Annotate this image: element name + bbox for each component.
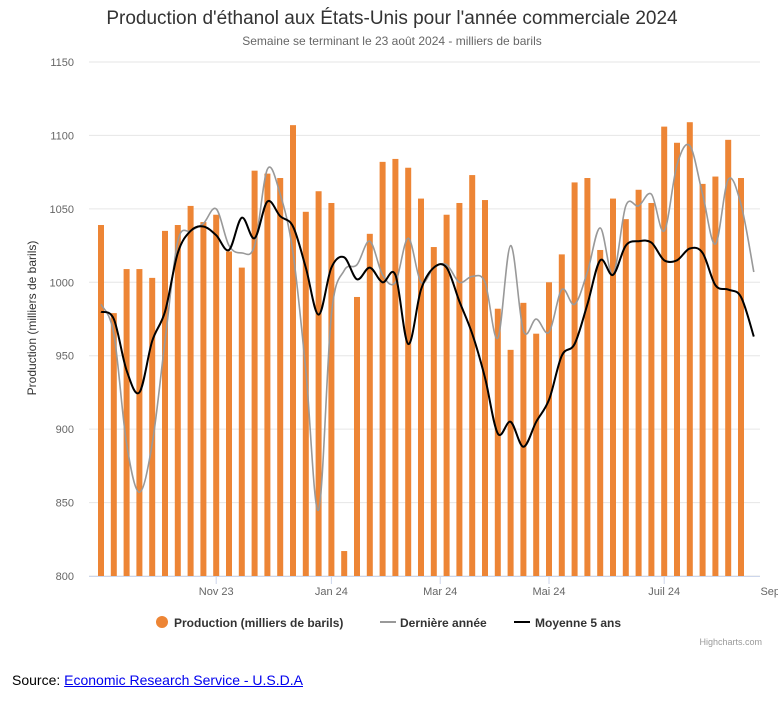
bar[interactable] bbox=[174, 225, 181, 577]
bar[interactable] bbox=[149, 277, 156, 576]
bar[interactable] bbox=[98, 225, 104, 577]
bar[interactable] bbox=[558, 254, 565, 576]
source-link[interactable]: Economic Research Service - U.S.D.A bbox=[64, 672, 303, 688]
bar[interactable] bbox=[187, 205, 194, 577]
bar[interactable] bbox=[533, 333, 540, 576]
legend-item-derniere-annee[interactable]: Dernière année bbox=[380, 616, 487, 630]
bar[interactable] bbox=[238, 267, 245, 576]
legend-label-production: Production (milliers de barils) bbox=[174, 616, 343, 630]
y-tick-label: 1100 bbox=[50, 130, 74, 142]
bar[interactable] bbox=[546, 282, 552, 576]
bar[interactable] bbox=[366, 233, 373, 576]
bar[interactable] bbox=[738, 178, 744, 576]
bar[interactable] bbox=[456, 202, 463, 577]
bar[interactable] bbox=[443, 214, 450, 576]
bar[interactable] bbox=[648, 202, 655, 577]
chart-svg: Production d'éthanol aux États-Unis pour… bbox=[25, 8, 778, 647]
y-tick-label: 1000 bbox=[50, 277, 74, 289]
x-tick-label: Sept 24 bbox=[760, 586, 778, 598]
x-axis: Nov 23 Jan 24 Mar 24 Mai 24 Juil 24 Sept 24 bbox=[89, 576, 778, 598]
credits-link[interactable]: Highcharts.com bbox=[699, 637, 762, 647]
bar[interactable] bbox=[520, 302, 527, 576]
bar[interactable] bbox=[277, 178, 284, 576]
y-tick-label: 850 bbox=[56, 498, 74, 510]
y-tick-label: 1050 bbox=[50, 204, 74, 216]
bar[interactable] bbox=[494, 308, 501, 576]
bar[interactable] bbox=[635, 189, 642, 576]
x-tick-label: Mar 24 bbox=[423, 586, 457, 598]
x-tick-label: Juil 24 bbox=[648, 586, 680, 598]
bar-series bbox=[98, 122, 744, 577]
bar[interactable] bbox=[482, 200, 488, 576]
bar[interactable] bbox=[725, 139, 732, 576]
bar[interactable] bbox=[354, 296, 360, 576]
bar[interactable] bbox=[341, 551, 348, 576]
bar[interactable] bbox=[226, 251, 232, 576]
bar[interactable] bbox=[136, 269, 143, 576]
bar[interactable] bbox=[405, 167, 412, 577]
y-tick-label: 950 bbox=[56, 351, 74, 363]
bar[interactable] bbox=[418, 198, 424, 576]
y-tick-label: 800 bbox=[56, 571, 74, 583]
bar[interactable] bbox=[110, 313, 117, 576]
y-tick-label: 1150 bbox=[50, 57, 74, 69]
bar[interactable] bbox=[661, 126, 668, 577]
chart-subtitle: Semaine se terminant le 23 août 2024 - m… bbox=[242, 34, 541, 48]
legend-item-moyenne-5-ans[interactable]: Moyenne 5 ans bbox=[514, 616, 621, 630]
bar[interactable] bbox=[584, 178, 591, 576]
bar[interactable] bbox=[674, 142, 680, 576]
x-tick-label: Jan 24 bbox=[315, 586, 348, 598]
bar[interactable] bbox=[597, 249, 604, 576]
bar[interactable] bbox=[213, 214, 220, 576]
legend-item-production[interactable]: Production (milliers de barils) bbox=[156, 616, 343, 630]
line-series bbox=[100, 143, 755, 511]
bar[interactable] bbox=[699, 183, 706, 577]
y-axis-ticks: 800 850 900 950 1000 1050 1100 1150 bbox=[50, 57, 74, 583]
line-moyenne-5-ans[interactable] bbox=[100, 199, 755, 448]
bar[interactable] bbox=[610, 198, 616, 576]
bar[interactable] bbox=[123, 269, 130, 576]
bar[interactable] bbox=[200, 222, 207, 576]
bar[interactable] bbox=[379, 161, 386, 576]
y-tick-label: 900 bbox=[56, 424, 74, 436]
source-prefix: Source: bbox=[12, 672, 65, 688]
x-tick-label: Nov 23 bbox=[199, 586, 234, 598]
legend-marker-production bbox=[156, 616, 168, 628]
bar[interactable] bbox=[251, 170, 258, 576]
legend-label-moyenne-5-ans: Moyenne 5 ans bbox=[535, 616, 621, 630]
y-axis-title: Production (milliers de barils) bbox=[25, 241, 39, 396]
bar[interactable] bbox=[328, 202, 335, 577]
bar[interactable] bbox=[392, 158, 399, 576]
bar[interactable] bbox=[162, 230, 168, 576]
chart-container: Production d'éthanol aux États-Unis pour… bbox=[25, 8, 778, 647]
legend: Production (milliers de barils) Dernière… bbox=[156, 616, 621, 630]
legend-label-derniere-annee: Dernière année bbox=[400, 616, 487, 630]
bar[interactable] bbox=[264, 173, 271, 576]
bar[interactable] bbox=[622, 219, 629, 576]
source-line: Source: Economic Research Service - U.S.… bbox=[12, 672, 303, 688]
bar[interactable] bbox=[290, 125, 296, 577]
bar[interactable] bbox=[315, 191, 322, 576]
chart-title: Production d'éthanol aux États-Unis pour… bbox=[106, 8, 678, 29]
bar[interactable] bbox=[571, 182, 578, 576]
bar[interactable] bbox=[712, 176, 719, 576]
line-derniere-annee[interactable] bbox=[100, 143, 755, 511]
bar[interactable] bbox=[469, 175, 476, 576]
bar[interactable] bbox=[430, 247, 437, 577]
bar[interactable] bbox=[302, 211, 309, 576]
bar[interactable] bbox=[686, 122, 693, 576]
x-tick-label: Mai 24 bbox=[532, 586, 565, 598]
bar[interactable] bbox=[507, 349, 514, 576]
